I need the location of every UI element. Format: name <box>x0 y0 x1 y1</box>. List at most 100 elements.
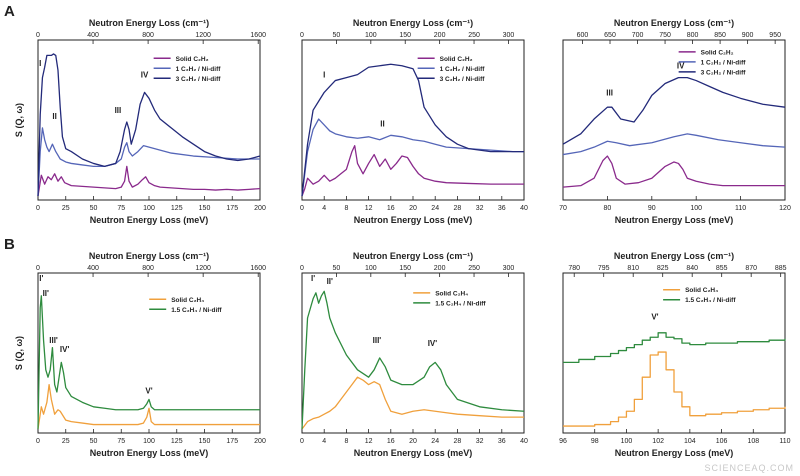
top-x-tick-label: 780 <box>568 265 580 272</box>
x-tick-label: 175 <box>226 438 238 445</box>
top-x-tick-label: 700 <box>632 32 644 39</box>
series-line <box>562 155 785 188</box>
series-line <box>301 118 524 197</box>
x-tick-label: 90 <box>648 205 656 212</box>
x-tick-label: 40 <box>520 438 528 445</box>
panel-b-letter: B <box>4 236 15 253</box>
x-axis-title: Neutron Energy Loss (meV) <box>354 448 473 458</box>
plot-frame <box>562 39 786 201</box>
top-axis-title: Neutron Energy Loss (cm⁻¹) <box>614 251 734 261</box>
chart-panel-b1: 0 25 50 75 100 125 150 175 200 0 400 800 1200 1600 Neu… <box>14 251 266 458</box>
top-x-tick-label: 150 <box>399 32 411 39</box>
chart-panel-a1: 0 25 50 75 100 125 150 175 200 0 400 800 1200 1600 Neu… <box>14 18 266 225</box>
peak-annotation: III' <box>49 336 58 345</box>
x-tick-label: 24 <box>431 205 439 212</box>
legend-label: Solid C₂H₂ <box>701 49 734 56</box>
top-x-tick-label: 200 <box>434 32 446 39</box>
peak-annotation: III' <box>373 336 382 345</box>
chart-panel-a2: 0 4 8 12 16 20 24 28 32 36 40 0 50 100 150 200 250 300 Neu… <box>300 18 528 225</box>
x-tick-label: 75 <box>117 438 125 445</box>
x-tick-label: 150 <box>199 205 211 212</box>
top-x-tick-label: 100 <box>365 265 377 272</box>
legend-label: 3 C₂H₂ / Ni-diff <box>701 69 747 76</box>
x-tick-label: 8 <box>344 205 348 212</box>
x-tick-label: 100 <box>143 438 155 445</box>
x-tick-label: 28 <box>454 205 462 212</box>
x-tick-label: 50 <box>90 438 98 445</box>
peak-annotation: IV <box>141 71 149 80</box>
x-tick-label: 100 <box>621 438 633 445</box>
x-tick-label: 102 <box>652 438 664 445</box>
peak-annotation: I <box>323 71 325 80</box>
peak-annotation: II <box>52 112 56 121</box>
y-axis-title: S (Q, ω) <box>14 336 24 370</box>
chart-panel-b2: 0 4 8 12 16 20 24 28 32 36 40 0 50 100 150 200 250 300 Neu… <box>300 251 528 458</box>
x-tick-label: 70 <box>559 205 567 212</box>
top-x-tick-label: 950 <box>769 32 781 39</box>
x-tick-label: 36 <box>498 205 506 212</box>
series-line <box>301 145 524 197</box>
x-tick-label: 28 <box>454 438 462 445</box>
legend-label: Solid C₂H₄ <box>435 290 468 297</box>
peak-annotation: V' <box>651 312 658 321</box>
legend-label: 1.5 C₂H₄ / Ni-diff <box>435 300 486 307</box>
x-tick-label: 50 <box>90 205 98 212</box>
top-x-tick-label: 850 <box>714 32 726 39</box>
x-tick-label: 8 <box>344 438 348 445</box>
y-axis-title: S (Q, ω) <box>14 103 24 137</box>
legend-label: Solid C₂H₂ <box>440 56 473 63</box>
x-tick-label: 125 <box>171 205 183 212</box>
x-tick-label: 120 <box>779 205 791 212</box>
top-x-tick-label: 150 <box>399 265 411 272</box>
x-tick-label: 20 <box>409 205 417 212</box>
legend-label: 1 C₂H₂ / Ni-diff <box>701 59 747 66</box>
peak-annotation: II <box>380 119 384 128</box>
x-tick-label: 125 <box>171 438 183 445</box>
x-axis-title: Neutron Energy Loss (meV) <box>615 215 734 225</box>
x-tick-label: 32 <box>476 438 484 445</box>
peak-annotation: II' <box>327 277 333 286</box>
watermark: SCIENCEAQ.COM <box>704 463 794 473</box>
series-line <box>37 53 261 197</box>
top-x-tick-label: 1200 <box>195 32 211 39</box>
x-axis-title: Neutron Energy Loss (meV) <box>90 215 209 225</box>
top-axis-title: Neutron Energy Loss (cm⁻¹) <box>353 251 473 261</box>
x-tick-label: 16 <box>387 205 395 212</box>
peak-annotation: II' <box>43 289 49 298</box>
x-axis-title: Neutron Energy Loss (meV) <box>90 448 209 458</box>
x-tick-label: 175 <box>226 205 238 212</box>
top-axis-title: Neutron Energy Loss (cm⁻¹) <box>89 18 209 28</box>
series-line <box>563 351 786 427</box>
series-line <box>37 295 260 430</box>
top-x-tick-label: 885 <box>775 265 787 272</box>
top-x-tick-label: 1600 <box>250 265 266 272</box>
x-tick-label: 12 <box>365 205 373 212</box>
top-x-tick-label: 250 <box>468 32 480 39</box>
x-tick-label: 106 <box>716 438 728 445</box>
top-x-tick-label: 0 <box>300 265 304 272</box>
x-tick-label: 100 <box>690 205 702 212</box>
peak-annotation: IV' <box>428 339 438 348</box>
series-line <box>563 332 786 364</box>
top-x-tick-label: 300 <box>503 265 515 272</box>
legend-label: 3 C₂H₂ / Ni-diff <box>176 76 222 83</box>
panel-a-letter: A <box>4 3 15 20</box>
x-tick-label: 16 <box>387 438 395 445</box>
peak-annotation: I' <box>311 274 315 283</box>
top-x-tick-label: 650 <box>604 32 616 39</box>
x-tick-label: 40 <box>520 205 528 212</box>
top-x-tick-label: 810 <box>627 265 639 272</box>
top-x-tick-label: 855 <box>716 265 728 272</box>
top-x-tick-label: 0 <box>36 265 40 272</box>
plot-frame <box>562 272 786 434</box>
x-tick-label: 0 <box>36 438 40 445</box>
top-x-tick-label: 750 <box>659 32 671 39</box>
plot-frame <box>301 272 525 434</box>
top-x-tick-label: 100 <box>365 32 377 39</box>
x-tick-label: 200 <box>254 438 266 445</box>
peak-annotation: I' <box>39 274 43 283</box>
x-tick-label: 110 <box>779 438 790 445</box>
series-line <box>37 383 260 430</box>
chart-panel-b3: 96 98 100 102 104 106 108 110 780 795 810 825 840 855… <box>559 251 791 458</box>
top-x-tick-label: 250 <box>468 265 480 272</box>
